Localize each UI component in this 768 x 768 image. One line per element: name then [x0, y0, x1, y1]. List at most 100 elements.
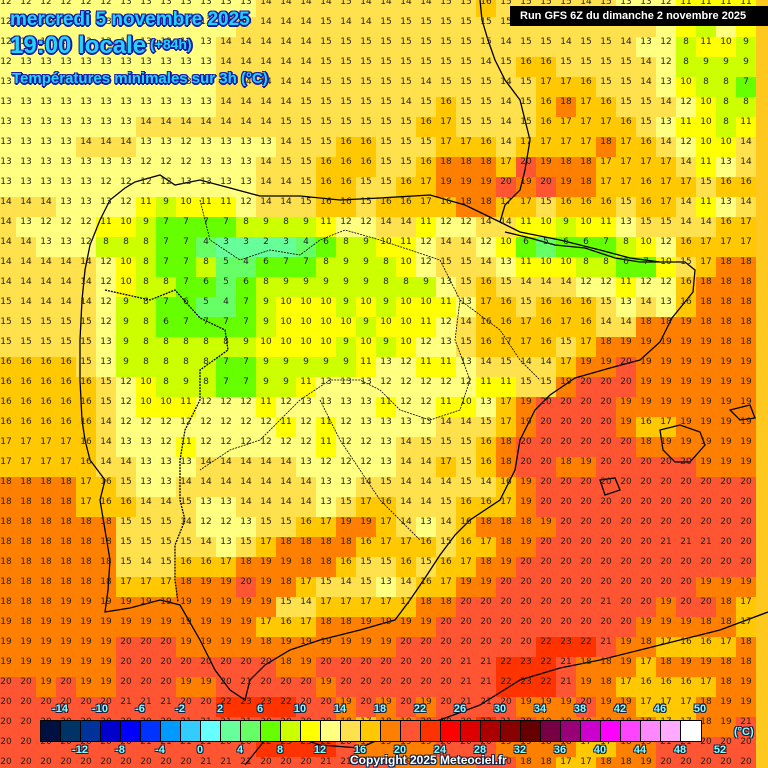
temperature-cell — [196, 77, 216, 97]
temperature-value: 16 — [60, 417, 72, 427]
temperature-value: 19 — [0, 617, 12, 627]
temperature-value: 18 — [720, 617, 732, 627]
temperature-value: 19 — [700, 417, 712, 427]
temperature-value: 8 — [723, 117, 729, 127]
temperature-value: 19 — [660, 597, 672, 607]
temperature-cell — [516, 137, 536, 157]
temperature-value: 10 — [680, 77, 692, 87]
temperature-value: 16 — [560, 197, 572, 207]
temperature-value: 9 — [263, 217, 269, 227]
temperature-value: 20 — [60, 757, 72, 767]
temperature-value: 15 — [300, 197, 312, 207]
temperature-value: 13 — [120, 437, 132, 447]
temperature-value: 12 — [440, 377, 452, 387]
temperature-value: 20 — [140, 677, 152, 687]
temperature-value: 18 — [240, 557, 252, 567]
temperature-value: 19 — [680, 657, 692, 667]
temperature-value: 17 — [580, 137, 592, 147]
temperature-value: 19 — [580, 357, 592, 367]
temperature-value: 13 — [720, 197, 732, 207]
temperature-value: 8 — [183, 337, 189, 347]
temperature-value: 12 — [180, 137, 192, 147]
legend-tick-bottom: 40 — [593, 744, 607, 756]
temperature-value: 12 — [340, 217, 352, 227]
legend-swatch — [621, 721, 641, 741]
legend-swatch — [681, 721, 701, 741]
temperature-value: 19 — [720, 457, 732, 467]
temperature-value: 16 — [480, 497, 492, 507]
temperature-value: 16 — [20, 417, 32, 427]
temperature-value: 20 — [720, 757, 732, 767]
temperature-value: 18 — [600, 337, 612, 347]
temperature-cell — [616, 97, 636, 117]
temperature-value: 16 — [340, 197, 352, 207]
temperature-value: 12 — [400, 397, 412, 407]
temperature-value: 15 — [560, 337, 572, 347]
temperature-value: 20 — [360, 657, 372, 667]
temperature-value: 20 — [540, 557, 552, 567]
temperature-cell — [556, 97, 576, 117]
temperature-value: 19 — [520, 537, 532, 547]
temperature-cell — [236, 37, 256, 57]
temperature-value: 20 — [520, 637, 532, 647]
temperature-value: 9 — [363, 317, 369, 327]
temperature-value: 13 — [320, 377, 332, 387]
temperature-value: 7 — [183, 217, 189, 227]
temperature-cell — [376, 97, 396, 117]
temperature-value: 20 — [160, 637, 172, 647]
temperature-value: 14 — [400, 437, 412, 447]
temperature-value: 19 — [80, 617, 92, 627]
temperature-cell — [316, 117, 336, 137]
temperature-value: 19 — [60, 617, 72, 627]
temperature-cell — [436, 117, 456, 137]
temperature-value: 20 — [440, 637, 452, 647]
temperature-value: 13 — [200, 157, 212, 167]
temperature-value: 7 — [203, 317, 209, 327]
temperature-value: 20 — [620, 497, 632, 507]
temperature-value: 10 — [280, 317, 292, 327]
temperature-value: 9 — [343, 357, 349, 367]
temperature-value: 14 — [20, 257, 32, 267]
temperature-cell — [76, 37, 96, 57]
temperature-value: 16 — [100, 497, 112, 507]
temperature-value: 13 — [240, 177, 252, 187]
temperature-value: 14 — [220, 477, 232, 487]
temperature-value: 8 — [603, 257, 609, 267]
temperature-value: 7 — [203, 217, 209, 227]
temperature-cell — [256, 37, 276, 57]
temperature-value: 20 — [360, 677, 372, 687]
temperature-value: 15 — [380, 117, 392, 127]
temperature-value: 13 — [20, 97, 32, 107]
temperature-value: 14 — [640, 77, 652, 87]
temperature-value: 19 — [360, 637, 372, 647]
temperature-value: 14 — [260, 157, 272, 167]
legend-swatch — [481, 721, 501, 741]
temperature-value: 8 — [343, 237, 349, 247]
temperature-cell — [616, 57, 636, 77]
temperature-value: 13 — [240, 157, 252, 167]
temperature-value: 12 — [280, 437, 292, 447]
temperature-value: 13 — [20, 217, 32, 227]
temperature-value: 15 — [320, 17, 332, 27]
temperature-value: 18 — [0, 477, 12, 487]
temperature-value: 20 — [480, 617, 492, 627]
legend-swatch — [281, 721, 301, 741]
legend-tick-bottom: 8 — [276, 744, 284, 756]
temperature-cell — [416, 77, 436, 97]
temperature-cell — [456, 37, 476, 57]
temperature-value: 20 — [720, 497, 732, 507]
temperature-value: 13 — [640, 37, 652, 47]
temperature-value: 15 — [520, 297, 532, 307]
temperature-value: 12 — [180, 417, 192, 427]
temperature-value: 15 — [100, 397, 112, 407]
temperature-value: 15 — [420, 437, 432, 447]
temperature-value: 20 — [380, 657, 392, 667]
temperature-value: 10 — [400, 337, 412, 347]
legend-tick-bottom: 48 — [673, 744, 687, 756]
temperature-value: 20 — [600, 517, 612, 527]
temperature-value: 19 — [180, 677, 192, 687]
temperature-value: 14 — [420, 477, 432, 487]
temperature-value: 12 — [600, 277, 612, 287]
temperature-value: 19 — [220, 577, 232, 587]
temperature-value: 13 — [120, 157, 132, 167]
